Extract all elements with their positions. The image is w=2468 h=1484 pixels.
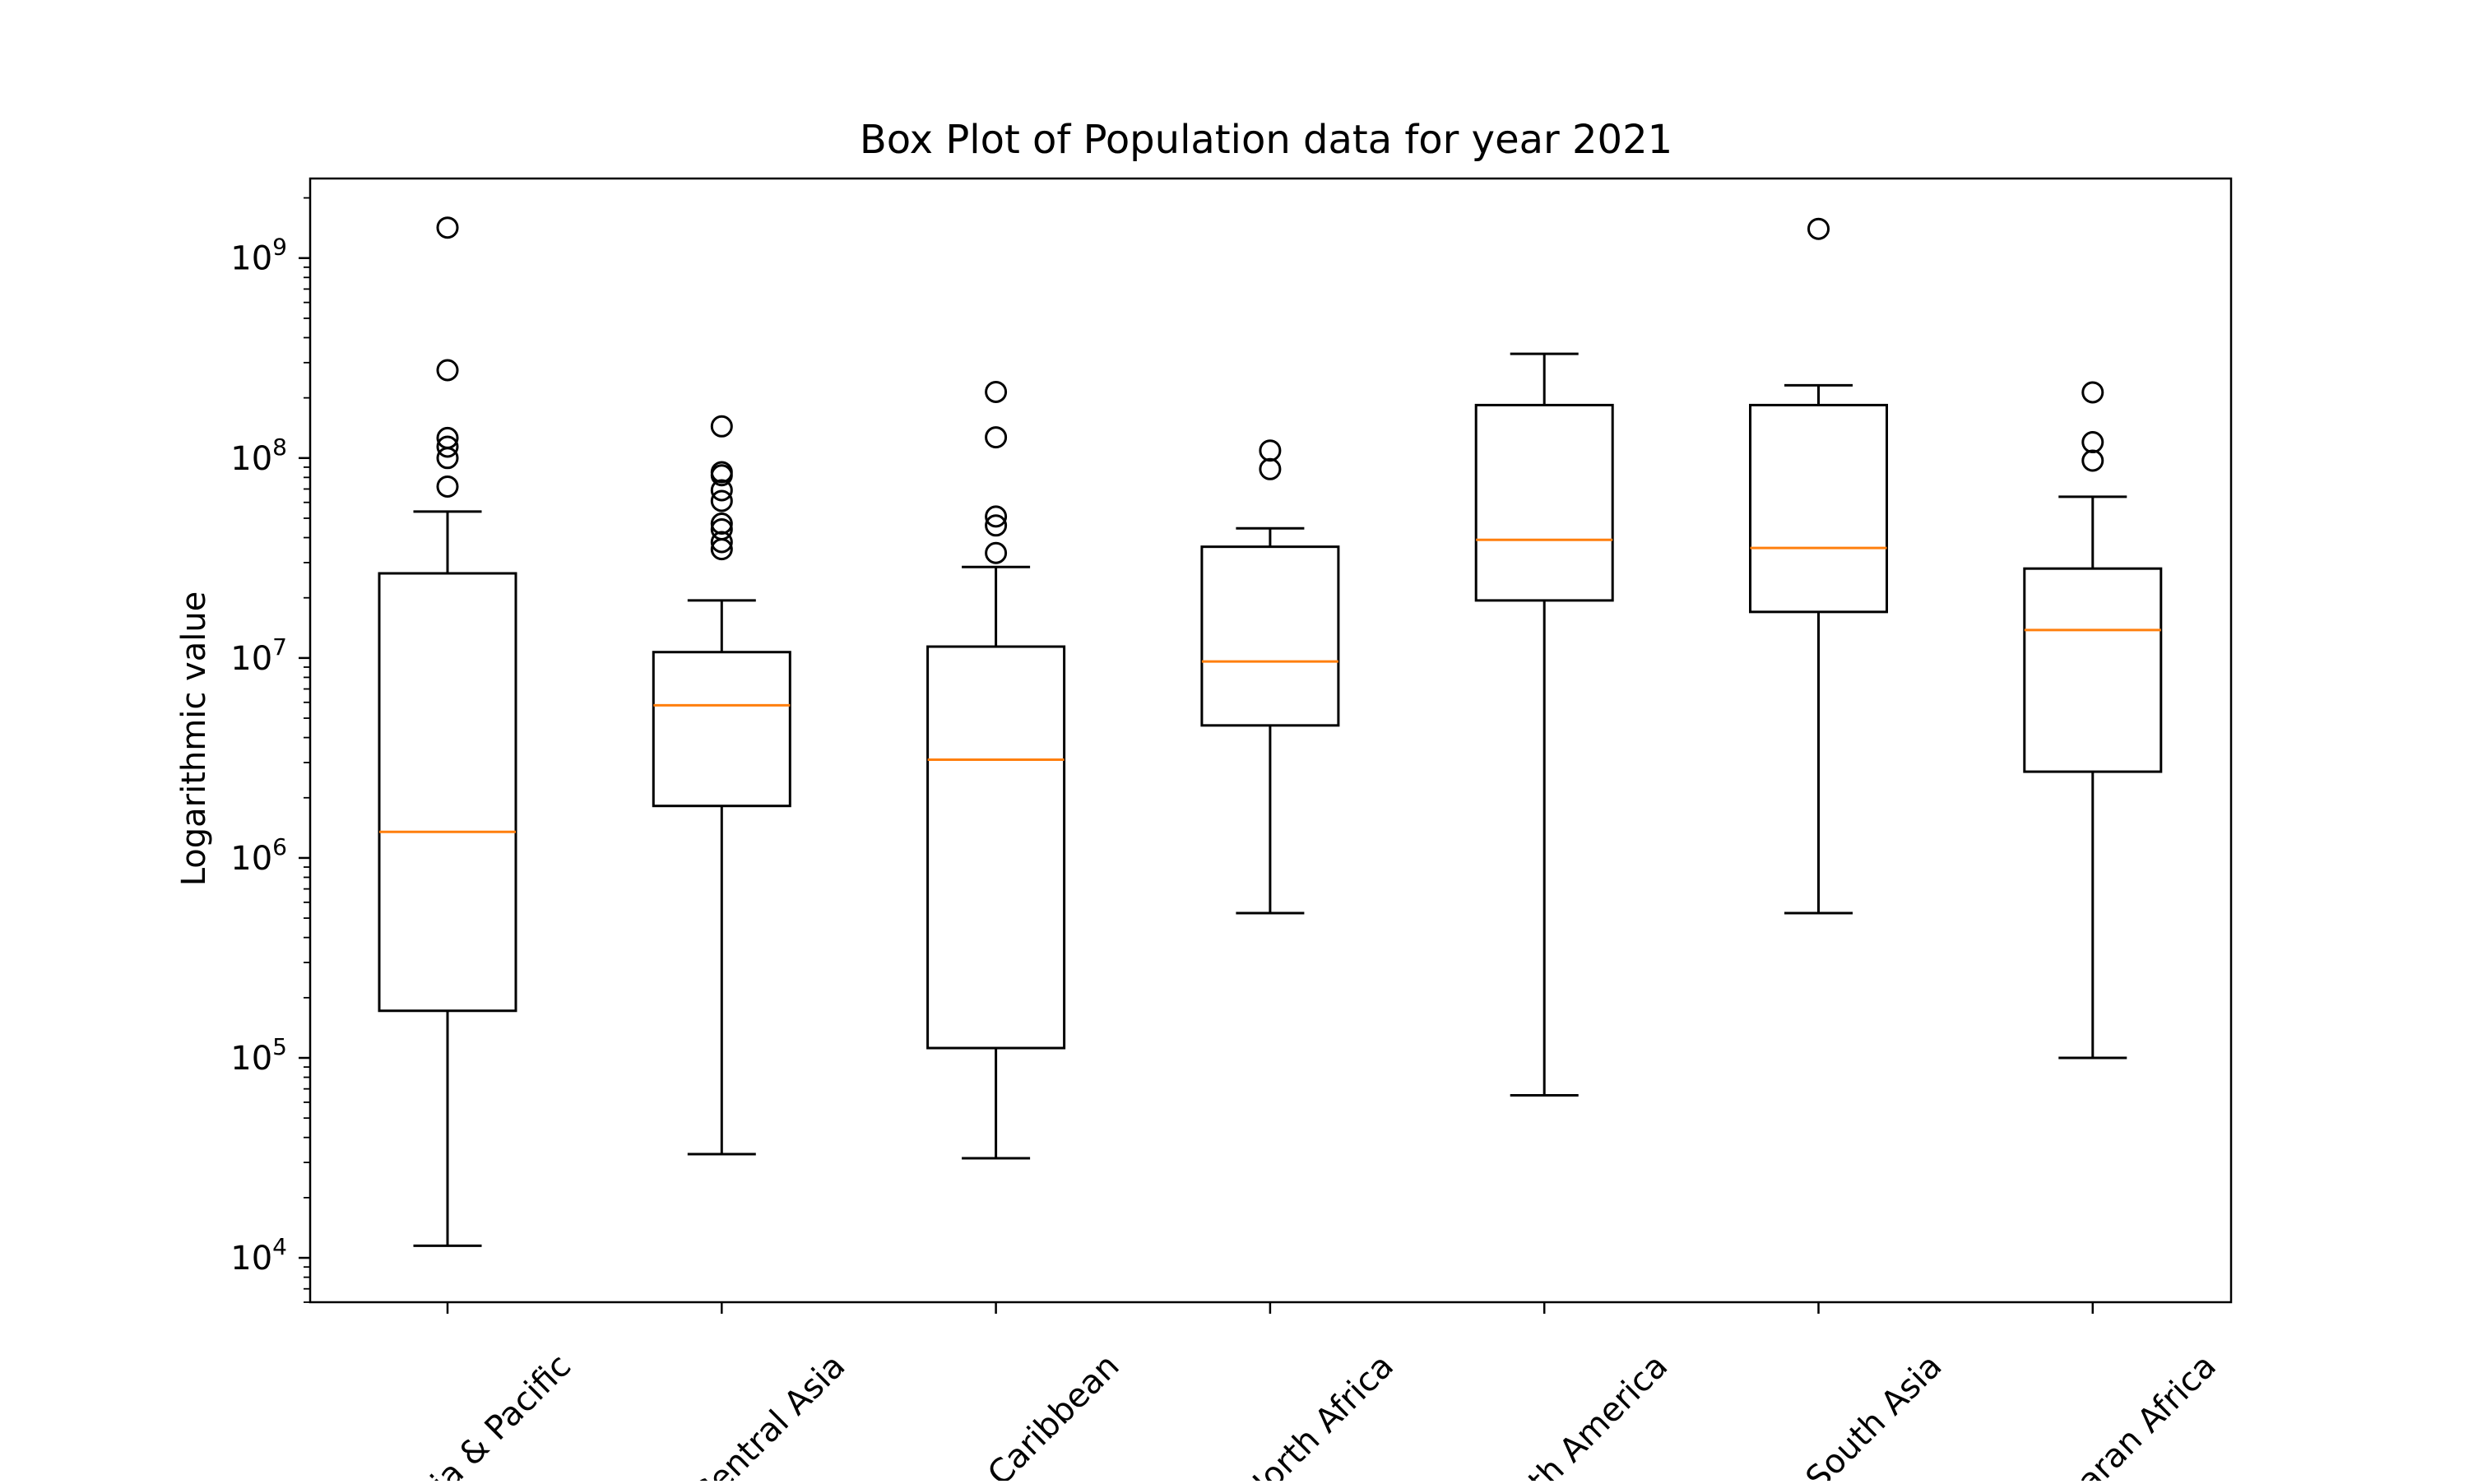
outlier-point	[436, 447, 459, 470]
y-axis-label: Logarithmic value	[175, 591, 213, 887]
outlier-point	[2081, 431, 2104, 454]
outlier-point	[710, 415, 733, 438]
outlier-point	[436, 216, 459, 239]
box-iqr	[2023, 567, 2163, 773]
outlier-point	[985, 514, 1008, 537]
y-tick-label-base: 10	[230, 640, 272, 678]
y-tick-label-base: 10	[230, 1240, 272, 1278]
box-iqr	[378, 572, 517, 1013]
outlier-point	[1807, 217, 1830, 240]
outlier-point	[710, 512, 733, 535]
y-tick-label-exponent: 7	[272, 633, 287, 661]
outlier-point	[985, 541, 1008, 564]
box-iqr	[926, 645, 1066, 1050]
outlier-point	[436, 475, 459, 498]
outlier-point	[710, 464, 733, 487]
y-tick-label: 105	[230, 1033, 287, 1078]
outlier-point	[985, 505, 1008, 528]
y-tick-label-exponent: 6	[272, 833, 287, 860]
y-tick-label-exponent: 5	[272, 1033, 287, 1060]
y-tick-label-exponent: 4	[272, 1233, 287, 1260]
outlier-point	[2081, 449, 2104, 472]
y-tick-label-base: 10	[230, 1040, 272, 1078]
box-iqr	[1749, 403, 1888, 614]
outlier-point	[1259, 457, 1282, 480]
outlier-point	[436, 435, 459, 458]
box-iqr	[652, 651, 791, 808]
y-tick-label-base: 10	[230, 840, 272, 878]
y-tick-label: 109	[230, 234, 287, 278]
y-tick-label: 106	[230, 833, 287, 878]
outlier-point	[710, 489, 733, 512]
plot-frame	[308, 177, 2233, 1304]
chart-title: Box Plot of Population data for year 202…	[860, 117, 1672, 163]
y-tick-label-base: 10	[230, 240, 272, 278]
outlier-point	[2081, 381, 2104, 404]
outlier-point	[710, 479, 733, 502]
outlier-point	[436, 359, 459, 382]
y-tick-label: 107	[230, 633, 287, 678]
y-tick-label-exponent: 8	[272, 434, 287, 461]
outlier-point	[710, 538, 733, 561]
box-iqr	[1474, 403, 1614, 602]
box-iqr	[1200, 545, 1340, 727]
outlier-point	[710, 531, 733, 554]
y-tick-label: 108	[230, 434, 287, 478]
outlier-point	[985, 426, 1008, 449]
y-tick-label-exponent: 9	[272, 234, 287, 261]
y-tick-label-base: 10	[230, 440, 272, 478]
y-tick-label: 104	[230, 1233, 287, 1278]
outlier-point	[985, 380, 1008, 403]
